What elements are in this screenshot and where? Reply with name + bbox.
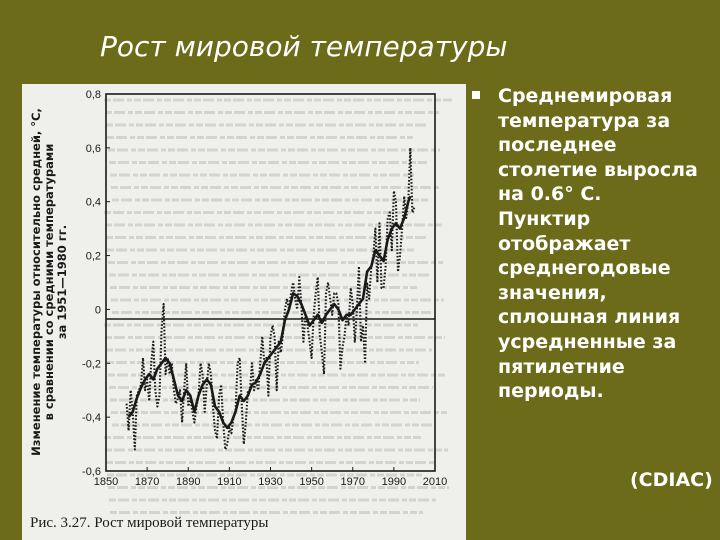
y-tick-label: -0,4 xyxy=(82,412,101,424)
bullet-area: Среднемировая температура за последнее с… xyxy=(468,84,720,540)
x-tick-label: 1890 xyxy=(176,476,200,488)
bullet-text: Среднемировая температура за последнее с… xyxy=(498,84,720,404)
bullet-line: сплошная линия xyxy=(498,306,681,329)
bullet-line: отображает xyxy=(498,232,631,255)
bullet-line: столетие выросла xyxy=(498,158,698,181)
bullet-line: температура за xyxy=(498,109,671,132)
x-tick-label: 1970 xyxy=(341,476,365,488)
bullet-line: среднегодовые xyxy=(498,257,671,280)
x-tick-label: 1910 xyxy=(217,476,241,488)
bullet-line: Пунктир xyxy=(498,207,591,230)
series-group xyxy=(125,146,416,451)
bullet-line: периоды. xyxy=(498,380,604,403)
y-axis-ticks: 0,8 0,6 0,4 0,2 0 -0,2 -0,4 -0,6 xyxy=(82,89,110,478)
x-tick-label: 2010 xyxy=(423,476,447,488)
slide-title: Рост мировой температуры xyxy=(100,30,508,63)
y-tick-label: 0,4 xyxy=(86,197,101,209)
temperature-chart: Изменение температуры относительно средн… xyxy=(29,89,452,531)
y-axis-label-line: в сравнении со средними температурами xyxy=(42,144,56,421)
five-year-mean-series xyxy=(127,195,412,430)
figure-scan: Изменение температуры относительно средн… xyxy=(22,84,466,540)
y-tick-label: -0,2 xyxy=(82,358,101,370)
bullet-line: усредненные за xyxy=(498,330,677,353)
bullet-line: последнее xyxy=(498,134,617,157)
y-tick-label: 0,6 xyxy=(86,143,101,155)
x-tick-label: 1990 xyxy=(382,476,406,488)
bullet-line: значения, xyxy=(498,281,607,304)
source-credit: (CDIAC) xyxy=(630,469,713,491)
x-tick-label: 1930 xyxy=(258,476,282,488)
y-tick-label: 0 xyxy=(95,304,101,316)
y-axis-label-line: за 1951—1980 гг. xyxy=(55,225,69,339)
x-tick-label: 1870 xyxy=(135,476,159,488)
bullet-line: Среднемировая xyxy=(498,85,673,107)
annual-mean-series xyxy=(125,146,416,451)
bullet-line: на 0.6° С. xyxy=(498,183,602,206)
y-tick-label: 0,2 xyxy=(86,251,101,263)
y-tick-label: 0,8 xyxy=(86,89,101,101)
x-axis-ticks: 1850 1870 1890 1910 1930 1950 1970 1990 2010 xyxy=(94,467,447,488)
y-tick-label: -0,6 xyxy=(82,466,101,478)
bleed-through-text xyxy=(104,98,452,514)
bullet-square-icon xyxy=(472,91,480,99)
y-axis-label: Изменение температуры относительно средн… xyxy=(29,108,69,456)
figure-caption: Рис. 3.27. Рост мировой температуры xyxy=(30,515,268,531)
y-axis-label-line: Изменение температуры относительно средн… xyxy=(29,108,43,456)
x-tick-label: 1950 xyxy=(299,476,323,488)
bullet-line: пятилетние xyxy=(498,355,625,378)
x-tick-label: 1850 xyxy=(94,476,118,488)
